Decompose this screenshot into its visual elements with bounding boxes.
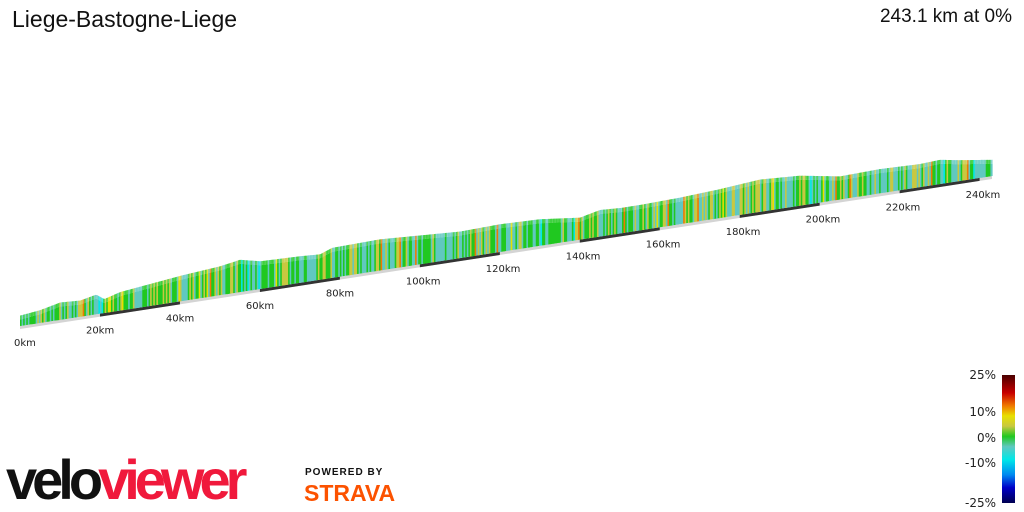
gradient-legend: 25% 10% 0% -10% -25% [955, 368, 1024, 512]
gradient-bars [20, 159, 993, 326]
strava-logo[interactable]: STRAVA [304, 480, 396, 506]
legend-tick-25: 25% [969, 368, 996, 382]
distance-tick-labels: 0km 20km 40km 60km 80km 100km 120km 140km 160km 1… [14, 190, 1000, 349]
logo-viewer: viewer [98, 448, 247, 511]
distance-tick-label: 200km [806, 215, 841, 226]
distance-tick-label: 60km [246, 301, 274, 312]
powered-by-label: POWERED BY [305, 467, 384, 478]
legend-tick-0: 0% [976, 431, 996, 445]
distance-tick-label: 220km [886, 202, 921, 213]
gradient-color-bar [1002, 375, 1015, 503]
legend-tick-10: 10% [969, 405, 996, 419]
route-title: Liege-Bastogne-Liege [12, 6, 238, 32]
distance-tick-label: 180km [726, 227, 761, 238]
distance-tick-label: 100km [406, 276, 441, 287]
distance-tick-label: 80km [326, 289, 354, 300]
distance-tick-label: 240km [966, 190, 1001, 201]
elevation-profile-3d: 0km 20km 40km 60km 80km 100km 120km 140km 160km 1… [14, 159, 1000, 349]
distance-baseline [20, 176, 992, 329]
legend-tick-neg10: -10% [964, 456, 996, 470]
distance-tick-label: 0km [14, 338, 36, 349]
distance-tick-label: 140km [566, 252, 601, 263]
legend-tick-neg25: -25% [964, 496, 996, 510]
logo-velo: velo [6, 448, 103, 511]
distance-tick-label: 120km [486, 264, 521, 275]
distance-tick-label: 40km [166, 313, 194, 324]
distance-tick-label: 160km [646, 239, 681, 250]
route-summary: 243.1 km at 0% [879, 6, 1012, 27]
distance-tick-label: 20km [86, 326, 114, 337]
